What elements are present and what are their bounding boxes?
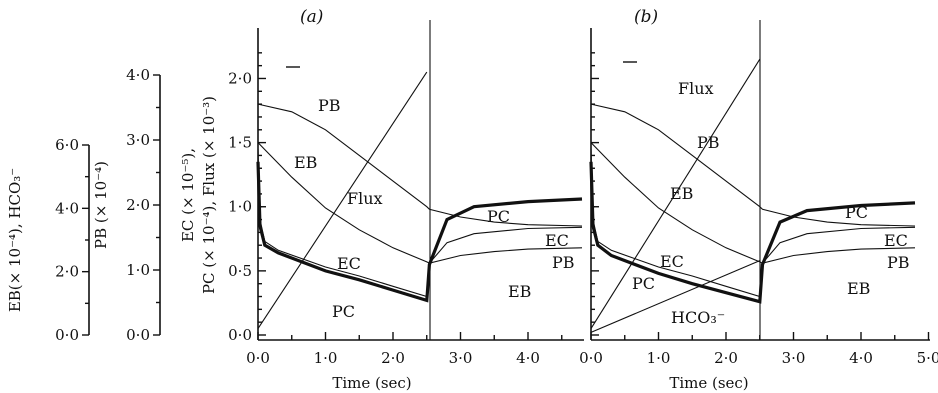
y1-tick-label: 2·0 bbox=[55, 263, 79, 281]
panel-a-series-flux bbox=[257, 71, 428, 329]
panel-b-series-hco bbox=[590, 260, 761, 333]
y1-tick-label: 0·0 bbox=[55, 326, 79, 344]
panel-b-x-tick-label: 2·0 bbox=[714, 349, 738, 367]
panel-b-x-tick-label: 4·0 bbox=[849, 349, 873, 367]
panel-b-x-tick-label: 0·0 bbox=[579, 349, 603, 367]
panel-b-series-pb bbox=[590, 103, 916, 227]
y-axis-eb: 0·0 2·0 4·0 6·0 EB(× 10⁻⁴), HCO₃⁻ bbox=[6, 136, 90, 344]
panel-a-label-ec-right: EC bbox=[545, 231, 569, 250]
panel-a-label: (a) bbox=[300, 7, 323, 27]
panel-a-y-tick-label: 1·5 bbox=[228, 134, 252, 152]
panel-b: 0·0 1·0 2·0 3·0 4·0 5·0 (b) Time (sec) Flux P… bbox=[579, 7, 938, 392]
panel-b-label-pc: PC bbox=[632, 274, 655, 293]
panel-a-label-eb-right: EB bbox=[508, 282, 531, 301]
panel-b-label-hco3: HCO₃⁻ bbox=[671, 308, 725, 327]
panel-b-label-pb: PB bbox=[697, 133, 720, 152]
panel-a-y-tick-label: 1·0 bbox=[228, 198, 252, 216]
y2-tick-label: 4·0 bbox=[126, 66, 150, 84]
y2-tick-label: 3·0 bbox=[126, 131, 150, 149]
panel-a-label-pc-right: PC bbox=[487, 207, 510, 226]
panel-a-label-pb: PB bbox=[318, 96, 341, 115]
y3-axis-label-line2: PC (× 10⁻⁴), Flux (× 10⁻³) bbox=[200, 96, 218, 294]
y3-axis-label-line1: EC (× 10⁻⁵), bbox=[179, 148, 197, 242]
panel-b-label-ec: EC bbox=[660, 252, 684, 271]
y1-tick-label: 4·0 bbox=[55, 199, 79, 217]
panel-b-label-eb-right: EB bbox=[847, 279, 870, 298]
panel-b-series-pc bbox=[589, 161, 916, 304]
panel-b-x-tick-label: 1·0 bbox=[647, 349, 671, 367]
panel-b-label: (b) bbox=[634, 7, 658, 27]
panel-b-series-eb bbox=[590, 142, 916, 264]
panel-a-label-eb: EB bbox=[294, 153, 317, 172]
y2-axis-label: PB (× 10⁻⁴) bbox=[92, 161, 110, 249]
panel-a-label-pb-right: PB bbox=[552, 253, 575, 272]
y2-tick-label: 2·0 bbox=[126, 196, 150, 214]
panel-b-label-pc-right: PC bbox=[845, 203, 868, 222]
panel-a-x-axis-label: Time (sec) bbox=[332, 374, 411, 392]
panel-a-x-tick-label: 3·0 bbox=[449, 349, 473, 367]
panel-a-series-pc bbox=[256, 161, 583, 303]
panel-a-series-pb bbox=[257, 103, 583, 227]
y2-tick-label: 1·0 bbox=[126, 261, 150, 279]
panel-b-label-pb-right: PB bbox=[887, 253, 910, 272]
panel-a-label-flux: Flux bbox=[347, 189, 383, 208]
panel-b-x-axis-label: Time (sec) bbox=[669, 374, 748, 392]
y-axis-pb: 0·0 1·0 2·0 3·0 4·0 PB (× 10⁻⁴) bbox=[92, 66, 161, 344]
y2-tick-label: 0·0 bbox=[126, 326, 150, 344]
panel-a-x-tick-label: 0·0 bbox=[246, 349, 270, 367]
panel-a-x-tick-label: 2·0 bbox=[381, 349, 405, 367]
panel-b-x-tick-label: 3·0 bbox=[782, 349, 806, 367]
y1-tick-label: 6·0 bbox=[55, 136, 79, 154]
panel-b-label-flux: Flux bbox=[678, 79, 714, 98]
y1-axis-label: EB(× 10⁻⁴), HCO₃⁻ bbox=[6, 168, 24, 312]
panel-a-x-tick-label: 4·0 bbox=[516, 349, 540, 367]
panel-a-label-ec: EC bbox=[337, 254, 361, 273]
panel-a-label-pc: PC bbox=[332, 302, 355, 321]
panel-a-y-tick-label: 0·5 bbox=[228, 262, 252, 280]
panel-a-series-eb bbox=[257, 142, 583, 264]
panel-a-y-tick-label: 2·0 bbox=[228, 69, 252, 87]
panel-b-label-ec-right: EC bbox=[884, 231, 908, 250]
panel-a-y-tick-label: 0·0 bbox=[228, 326, 252, 344]
panel-b-label-eb: EB bbox=[670, 184, 693, 203]
panel-a-x-tick-label: 1·0 bbox=[314, 349, 338, 367]
panel-b-series-flux bbox=[590, 58, 761, 329]
panel-a: 0·0 0·5 1·0 1·5 2·0 0·0 1·0 2·0 3·0 4·0 (a) Time… bbox=[228, 7, 584, 392]
panel-b-x-tick-label: 5·0 bbox=[917, 349, 938, 367]
